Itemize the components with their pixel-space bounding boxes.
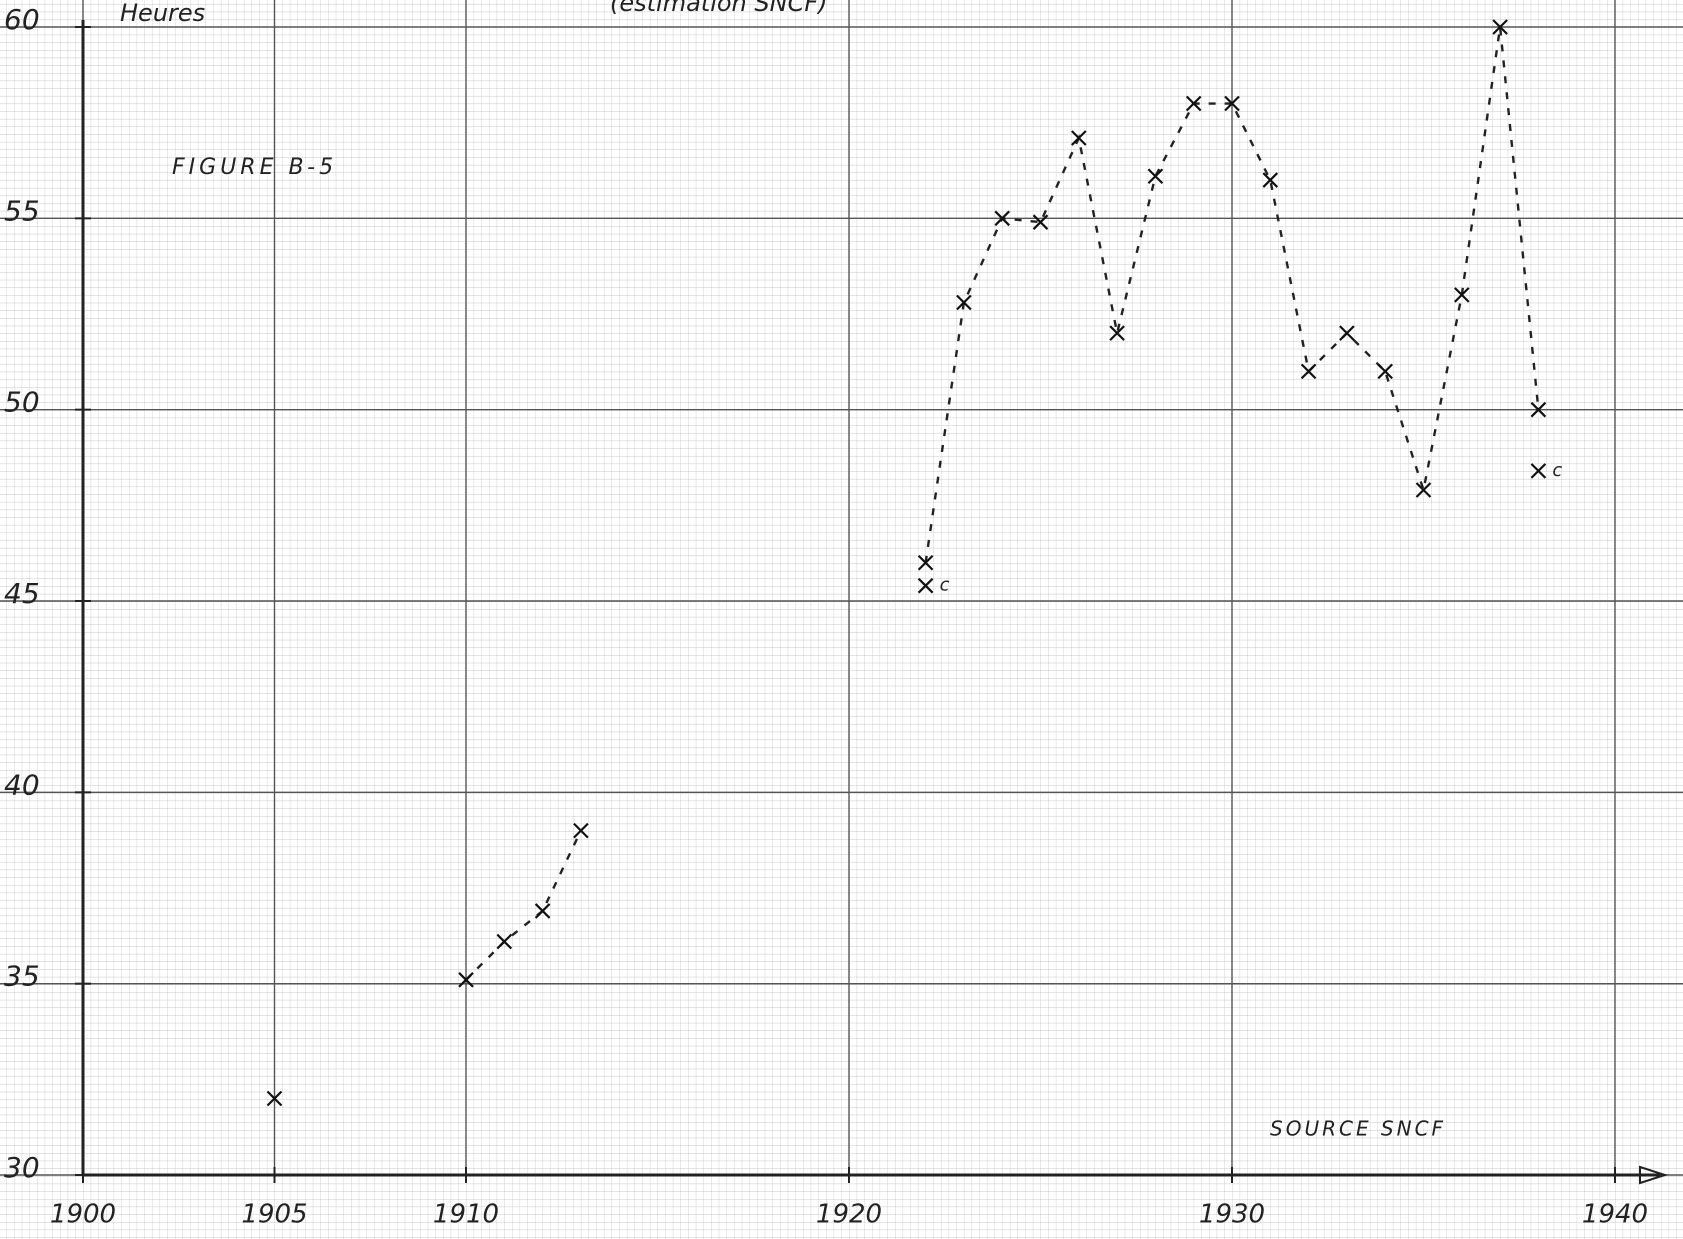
data-point [1185,95,1202,112]
y-axis-label: Heures [120,0,205,27]
data-point [917,554,934,571]
data-point [458,972,474,988]
data-point [573,822,589,839]
figure-label: FIGURE B-5 [172,155,337,180]
data-point [1300,363,1317,380]
x-tick-label: 1905 [241,1200,307,1230]
data-point [1032,214,1049,230]
y-tick-label: 35 [4,960,40,993]
data-point [1530,401,1547,418]
x-tick-label: 1920 [816,1200,882,1230]
data-point [496,933,513,950]
data-point [266,1090,283,1107]
data-point [534,903,551,919]
data-point [1492,19,1508,35]
c-point [917,577,934,594]
data-point [956,294,972,311]
chart-title: (estimation SNCF) [610,0,828,17]
c-point [1530,463,1547,479]
data-point [994,210,1010,227]
data-point [1071,130,1087,146]
data-point [1415,482,1432,498]
data-point [1454,287,1470,303]
y-tick-label: 30 [4,1151,40,1184]
x-tick-label: 1940 [1582,1200,1648,1230]
data-point [1339,325,1355,341]
data-point [1147,168,1164,185]
x-axis-arrow [1639,1165,1669,1185]
data-point [1109,325,1125,341]
data-point [1262,172,1279,188]
y-tick-label: 45 [4,577,40,610]
y-tick-label: 50 [4,386,40,419]
c-point-label: c [1552,460,1562,481]
c-point-label: c [940,575,950,596]
y-tick-label: 60 [4,3,40,36]
y-tick-label: 40 [4,768,40,801]
x-tick-label: 1910 [433,1200,499,1230]
y-tick-label: 55 [4,194,40,227]
series-line [465,26,1540,981]
x-tick-label: 1930 [1199,1200,1265,1230]
x-tick-label: 1900 [50,1200,116,1230]
data-point [1377,363,1393,380]
data-point [1224,95,1240,112]
source-label: SOURCE SNCF [1270,1117,1446,1141]
